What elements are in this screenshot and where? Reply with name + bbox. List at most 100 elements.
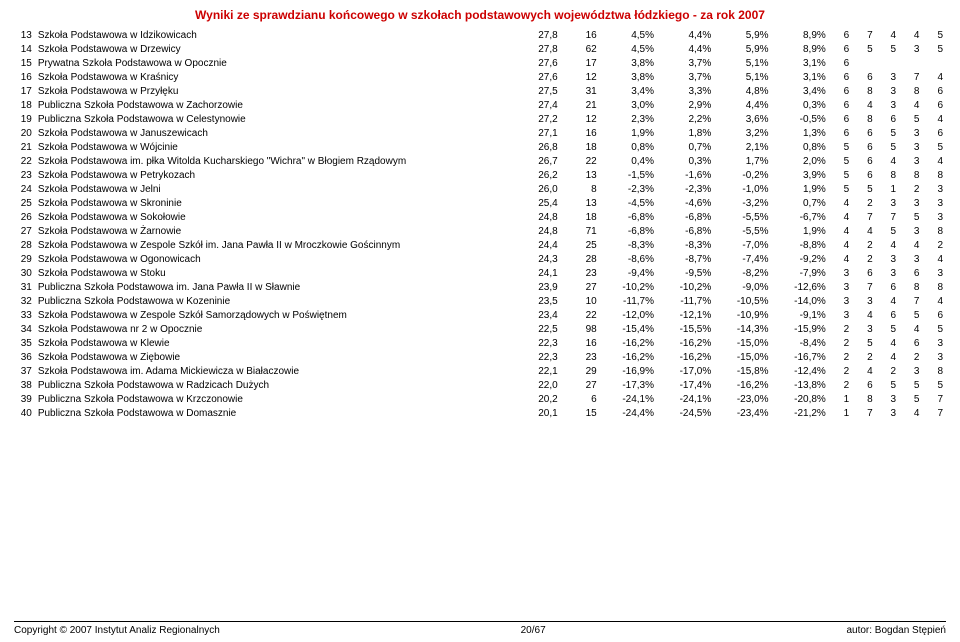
cell-s5: 5 [922,28,946,42]
table-row: 39Publiczna Szkoła Podstawowa w Krzczono… [14,392,946,406]
cell-s5: 7 [922,406,946,420]
cell-s5: 6 [922,84,946,98]
table-row: 15Prywatna Szkoła Podstawowa w Opocznie2… [14,56,946,70]
cell-s3: 3 [876,196,899,210]
cell-v1: 24,8 [514,224,561,238]
cell-p3: 1,7% [714,154,771,168]
cell-p4: 0,3% [772,98,829,112]
cell-s4: 6 [899,336,922,350]
cell-v2: 23 [561,266,600,280]
cell-s4: 7 [899,294,922,308]
cell-s4: 5 [899,392,922,406]
footer-page-number: 20/67 [521,625,546,636]
cell-v1: 26,2 [514,168,561,182]
cell-name: Szkoła Podstawowa w Przyłęku [35,84,514,98]
cell-p2: 3,7% [657,70,714,84]
cell-s4: 3 [899,42,922,56]
cell-name: Publiczna Szkoła Podstawowa w Domasznie [35,406,514,420]
table-row: 14Szkoła Podstawowa w Drzewicy27,8624,5%… [14,42,946,56]
cell-s4: 4 [899,406,922,420]
cell-num: 25 [14,196,35,210]
cell-v1: 20,1 [514,406,561,420]
table-row: 35Szkoła Podstawowa w Klewie22,316-16,2%… [14,336,946,350]
cell-s5: 2 [922,238,946,252]
cell-num: 34 [14,322,35,336]
cell-p4: -12,4% [772,364,829,378]
cell-num: 27 [14,224,35,238]
cell-v1: 27,6 [514,56,561,70]
cell-num: 26 [14,210,35,224]
cell-v2: 16 [561,336,600,350]
cell-p3: 5,1% [714,56,771,70]
cell-p1: -10,2% [600,280,657,294]
cell-v1: 27,2 [514,112,561,126]
cell-p2: 4,4% [657,28,714,42]
cell-v1: 26,0 [514,182,561,196]
cell-s3: 7 [876,210,899,224]
cell-v2: 25 [561,238,600,252]
cell-v1: 26,7 [514,154,561,168]
cell-v2: 98 [561,322,600,336]
cell-v2: 18 [561,210,600,224]
cell-s2: 4 [852,364,875,378]
cell-num: 22 [14,154,35,168]
footer-copyright: Copyright © 2007 Instytut Analiz Regiona… [14,625,220,636]
cell-v2: 28 [561,252,600,266]
cell-name: Publiczna Szkoła Podstawowa w Krzczonowi… [35,392,514,406]
table-row: 24Szkoła Podstawowa w Jelni26,08-2,3%-2,… [14,182,946,196]
cell-p1: 4,5% [600,42,657,56]
cell-s2: 3 [852,322,875,336]
cell-num: 23 [14,168,35,182]
cell-s3: 3 [876,392,899,406]
cell-p2: -9,5% [657,266,714,280]
cell-p4: -15,9% [772,322,829,336]
cell-s1: 6 [829,84,852,98]
table-row: 28Szkoła Podstawowa w Zespole Szkół im. … [14,238,946,252]
cell-s4: 3 [899,196,922,210]
cell-p3: 3,6% [714,112,771,126]
cell-p1: -17,3% [600,378,657,392]
cell-s4: 7 [899,70,922,84]
cell-s3: 6 [876,308,899,322]
table-row: 25Szkoła Podstawowa w Skroninie25,413-4,… [14,196,946,210]
cell-p2: 3,3% [657,84,714,98]
cell-s4: 3 [899,252,922,266]
cell-name: Szkoła Podstawowa w Stoku [35,266,514,280]
cell-name: Szkoła Podstawowa w Ogonowicach [35,252,514,266]
cell-p1: -6,8% [600,224,657,238]
cell-s1: 3 [829,294,852,308]
cell-p2: -8,7% [657,252,714,266]
cell-p2: -17,4% [657,378,714,392]
cell-p3: 2,1% [714,140,771,154]
cell-p1: 3,4% [600,84,657,98]
cell-s3: 4 [876,336,899,350]
cell-p2: 2,2% [657,112,714,126]
cell-v2: 23 [561,350,600,364]
cell-name: Szkoła Podstawowa w Wójcinie [35,140,514,154]
page-title: Wyniki ze sprawdzianu końcowego w szkoła… [14,8,946,22]
cell-p1: 0,4% [600,154,657,168]
cell-p4: -7,9% [772,266,829,280]
cell-s1: 3 [829,308,852,322]
cell-p2: 1,8% [657,126,714,140]
cell-s4: 4 [899,98,922,112]
table-row: 20Szkoła Podstawowa w Januszewicach27,11… [14,126,946,140]
cell-p4: -0,5% [772,112,829,126]
cell-p4: 8,9% [772,42,829,56]
cell-v1: 27,8 [514,28,561,42]
table-row: 19Publiczna Szkoła Podstawowa w Celestyn… [14,112,946,126]
cell-s2: 6 [852,378,875,392]
cell-s3: 6 [876,112,899,126]
cell-s2: 4 [852,98,875,112]
cell-v2: 12 [561,112,600,126]
cell-s2: 6 [852,266,875,280]
cell-p3: -15,0% [714,350,771,364]
cell-s4: 8 [899,168,922,182]
cell-p2: -15,5% [657,322,714,336]
cell-p1: -16,2% [600,336,657,350]
cell-s4: 5 [899,378,922,392]
cell-s2: 3 [852,294,875,308]
cell-s5: 3 [922,196,946,210]
cell-v1: 22,3 [514,336,561,350]
cell-name: Szkoła Podstawowa im. płka Witolda Kucha… [35,154,514,168]
